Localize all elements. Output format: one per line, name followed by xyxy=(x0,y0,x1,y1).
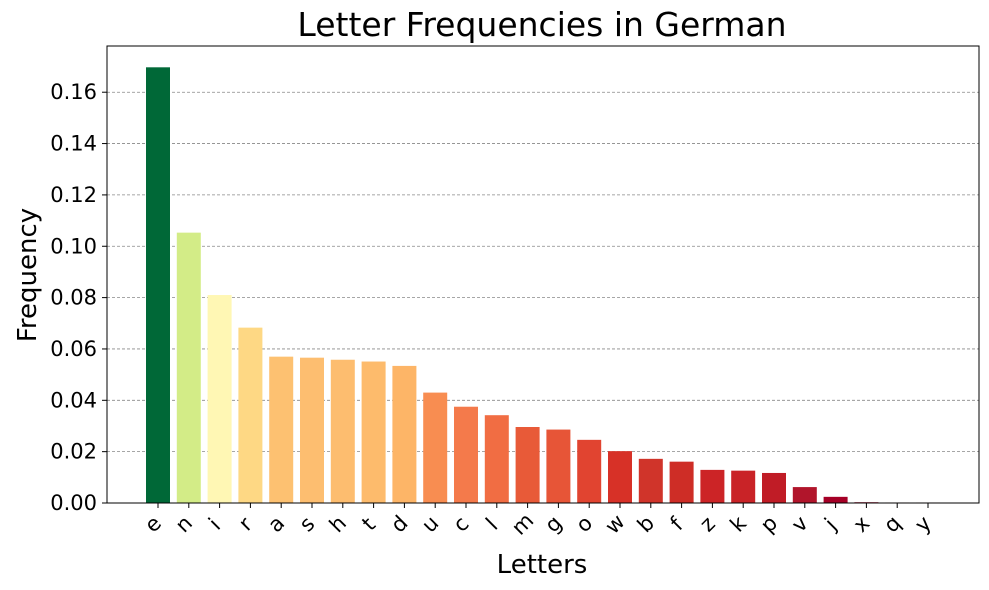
bar-j xyxy=(823,496,848,503)
x-tick-label-j: j xyxy=(819,513,841,535)
bar-t xyxy=(361,361,386,503)
x-tick-label-o: o xyxy=(571,511,597,537)
bar-h xyxy=(330,359,355,503)
y-tick-label: 0.10 xyxy=(50,234,97,258)
bar-m xyxy=(515,427,540,503)
x-tick-label-g: g xyxy=(540,511,566,537)
bar-f xyxy=(669,461,694,503)
x-tick-label-r: r xyxy=(234,512,257,535)
bar-l xyxy=(484,415,509,503)
x-tick-label-k: k xyxy=(725,511,751,537)
bar-s xyxy=(300,357,324,503)
plot-frame xyxy=(106,45,980,504)
x-tick-label-s: s xyxy=(295,512,320,537)
x-tick-label-h: h xyxy=(325,511,351,537)
x-tick-label-t: t xyxy=(357,513,380,536)
bar-c xyxy=(454,406,478,503)
bar-i xyxy=(207,295,232,503)
chart-title: Letter Frequencies in German xyxy=(297,5,786,44)
bar-e xyxy=(146,67,170,504)
x-tick-label-p: p xyxy=(756,511,782,537)
bar-p xyxy=(762,472,786,503)
x-tick-label-l: l xyxy=(481,513,502,534)
x-tick-label-y: y xyxy=(910,511,936,537)
y-tick-label: 0.00 xyxy=(50,491,97,515)
x-tick-label-e: e xyxy=(140,511,166,537)
bar-v xyxy=(792,487,817,503)
bars xyxy=(146,67,940,504)
bar-o xyxy=(577,439,602,503)
x-axis-label: Letters xyxy=(497,550,588,580)
x-tick-label-i: i xyxy=(204,513,225,534)
x-tick-label-u: u xyxy=(417,511,443,537)
x-tick-label-d: d xyxy=(386,511,412,537)
bar-r xyxy=(238,327,263,503)
y-axis-label: Frequency xyxy=(13,208,43,342)
x-tick-label-a: a xyxy=(263,511,289,537)
bar-a xyxy=(269,356,294,503)
bar-n xyxy=(176,232,201,503)
y-tick-label: 0.12 xyxy=(50,183,97,207)
y-tick-label: 0.02 xyxy=(50,440,97,464)
grid-lines xyxy=(107,91,979,453)
bar-z xyxy=(700,469,725,503)
x-tick-label-c: c xyxy=(448,511,473,536)
y-tick-label: 0.14 xyxy=(50,132,97,156)
x-tick-label-x: x xyxy=(849,511,875,537)
x-tick-label-n: n xyxy=(171,511,197,537)
y-axis: 0.00 0.02 0.04 0.06 0.08 0.10 0.12 0.14 0.16 xyxy=(50,80,107,515)
bar-g xyxy=(546,429,571,503)
bar-d xyxy=(392,365,417,503)
y-tick-label: 0.16 xyxy=(50,80,97,104)
x-tick-label-q: q xyxy=(879,511,905,537)
bar-k xyxy=(731,470,756,503)
x-tick-label-z: z xyxy=(695,512,720,537)
x-tick-label-v: v xyxy=(787,511,813,537)
bar-b xyxy=(638,458,663,503)
bar-u xyxy=(423,392,448,503)
x-tick-label-w: w xyxy=(600,509,629,538)
bar-w xyxy=(608,451,632,503)
x-tick-label-b: b xyxy=(633,511,659,537)
y-tick-label: 0.08 xyxy=(50,286,97,310)
y-tick-label: 0.06 xyxy=(50,337,97,361)
x-tick-label-m: m xyxy=(507,508,538,539)
y-tick-label: 0.04 xyxy=(50,388,97,412)
x-tick-label-f: f xyxy=(666,513,689,536)
